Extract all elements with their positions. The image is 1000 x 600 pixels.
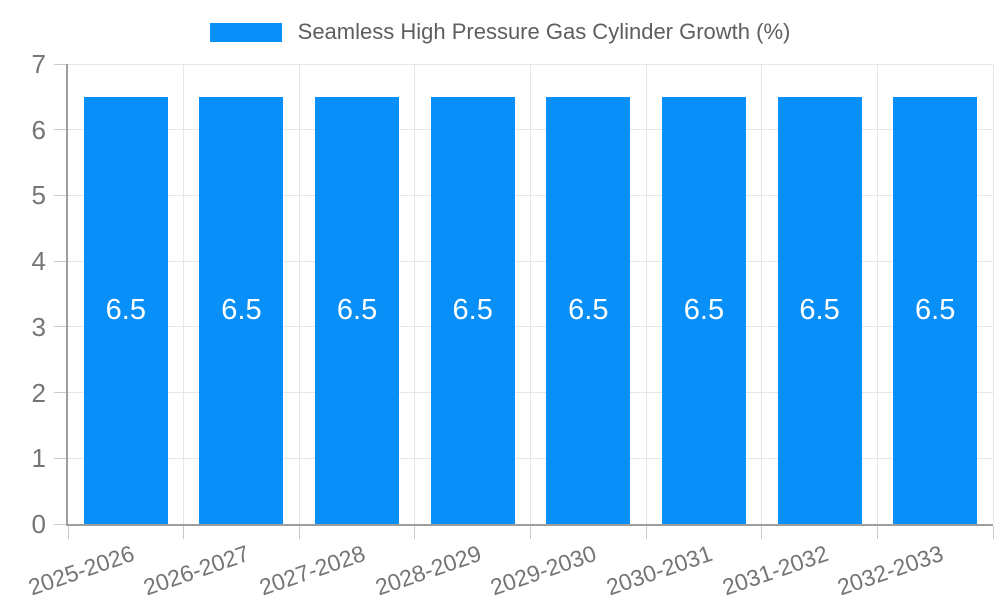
bar[interactable]: 6.5 <box>315 96 400 524</box>
y-tick-label: 4 <box>31 246 46 277</box>
bar[interactable]: 6.5 <box>546 96 631 524</box>
x-gridline <box>761 64 763 524</box>
x-tick-label: 2029-2030 <box>487 540 600 600</box>
bar[interactable]: 6.5 <box>430 96 515 524</box>
x-tick-label: 2026-2027 <box>140 540 253 600</box>
x-tick-mark <box>67 526 69 539</box>
x-tick-label: 2025-2026 <box>24 540 138 600</box>
y-tick-mark <box>54 194 66 196</box>
bar[interactable]: 6.5 <box>661 96 746 524</box>
bar-value-label: 6.5 <box>683 293 725 326</box>
y-tick-label: 0 <box>31 509 46 539</box>
x-gridline <box>645 64 647 524</box>
x-gridline <box>876 64 878 524</box>
y-tick-mark <box>54 457 66 459</box>
x-gridline <box>414 64 416 524</box>
y-tick-mark <box>54 129 66 131</box>
bar[interactable]: 6.5 <box>199 96 284 524</box>
y-tick-mark <box>54 523 66 525</box>
x-tick-label: 2032-2033 <box>834 540 947 600</box>
x-axis-labels: 2025-2026 2026-2027 2027-2028 2028-2029 2029… <box>25 524 993 600</box>
x-gridline <box>183 64 185 524</box>
bar-value-label: 6.5 <box>452 293 493 326</box>
bar-value-label: 6.5 <box>799 293 840 326</box>
y-tick-label: 3 <box>31 311 46 342</box>
x-tick-mark <box>992 526 994 539</box>
y-tick-mark <box>54 63 66 65</box>
y-tick-label: 1 <box>31 443 46 474</box>
y-tick-mark <box>54 260 66 262</box>
legend-item[interactable]: Seamless High Pressure Gas Cylinder Grow… <box>0 19 1000 45</box>
y-tick-label: 6 <box>31 114 46 145</box>
bar[interactable]: 6.5 <box>83 96 168 524</box>
x-gridline <box>992 64 994 524</box>
x-axis-line <box>66 524 993 526</box>
x-gridline <box>530 64 531 524</box>
bar-value-label: 6.5 <box>105 293 146 326</box>
bar[interactable]: 6.5 <box>893 96 978 524</box>
y-tick-label: 7 <box>31 49 46 79</box>
bar-value-label: 6.5 <box>221 293 262 326</box>
x-tick-label: 2028-2029 <box>371 540 485 600</box>
x-tick-mark <box>183 526 185 539</box>
y-tick-label: 5 <box>31 180 46 211</box>
x-tick-mark <box>414 526 416 539</box>
y-tick-label: 2 <box>31 377 46 408</box>
plot-area: 6.5 6.5 6.5 6.5 6.5 6.5 6.5 6.5 <box>54 63 994 539</box>
x-gridline <box>298 64 300 524</box>
y-tick-mark <box>54 392 66 394</box>
y-axis-line <box>66 64 68 524</box>
x-tick-label: 2027-2028 <box>256 540 369 600</box>
x-tick-mark <box>876 526 878 539</box>
bar-value-label: 6.5 <box>336 293 378 326</box>
x-tick-label: 2030-2031 <box>602 540 716 600</box>
bar[interactable]: 6.5 <box>777 96 862 524</box>
y-axis-labels: 0 1 2 3 4 5 6 7 <box>0 51 46 537</box>
x-tick-mark <box>645 526 647 539</box>
legend-swatch <box>209 22 282 42</box>
bar-value-label: 6.5 <box>915 293 956 326</box>
y-tick-mark <box>54 326 66 328</box>
x-tick-label: 2031-2032 <box>718 540 832 600</box>
legend-label: Seamless High Pressure Gas Cylinder Grow… <box>297 19 791 44</box>
bar-value-label: 6.5 <box>568 293 609 326</box>
x-tick-mark <box>530 526 531 539</box>
x-tick-mark <box>298 526 300 539</box>
x-tick-mark <box>761 526 763 539</box>
